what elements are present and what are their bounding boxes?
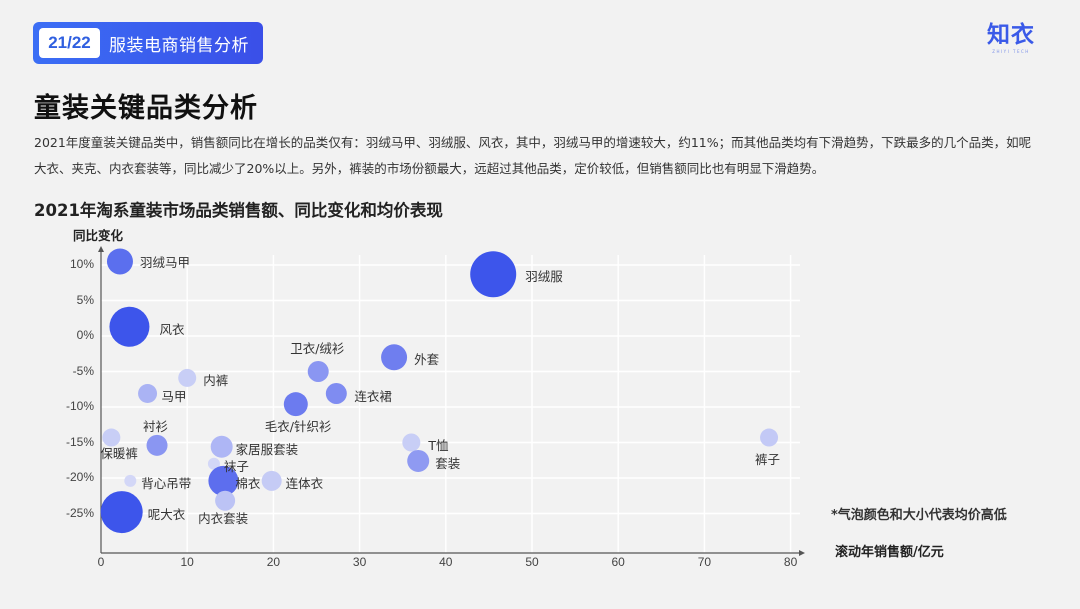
y-tick-label: 0%	[76, 328, 94, 342]
data-bubble	[261, 470, 282, 491]
data-bubble	[178, 368, 197, 387]
deck-title: 服装电商销售分析	[109, 35, 249, 56]
data-bubble	[124, 474, 137, 487]
x-tick-label: 20	[266, 555, 281, 569]
page-description: 2021年度童装关键品类中，销售额同比在增长的品类仅有：羽绒马甲、羽绒服、风衣，…	[34, 135, 1032, 176]
data-bubble	[307, 361, 329, 382]
data-bubble	[138, 384, 158, 404]
bubble-label: 连衣裙	[354, 388, 392, 404]
deck-badge: 21/22 服装电商销售分析	[33, 22, 263, 64]
bubble-label: 外套	[414, 352, 440, 368]
y-axis-label: 同比变化	[73, 228, 124, 243]
x-tick-label: 10	[180, 555, 194, 569]
data-bubble	[283, 392, 308, 417]
bubble-label: 袜子	[223, 458, 249, 474]
x-tick-label: 80	[783, 555, 798, 569]
data-bubble	[109, 306, 150, 347]
brand-logo: 知衣 ZHIYI TECH	[981, 22, 1041, 54]
bubble-label: 呢大衣	[147, 507, 186, 523]
bubble-label: 毛衣/针织衫	[264, 419, 332, 435]
page-indicator: 21/22	[39, 28, 100, 58]
y-tick-label: -5%	[72, 363, 94, 378]
data-bubble	[402, 433, 421, 452]
y-tick-label: -20%	[65, 470, 94, 484]
bubble-label: 卫衣/绒衫	[290, 340, 345, 356]
bubble-label: 裤子	[755, 451, 781, 467]
data-bubble	[215, 490, 236, 511]
data-bubble	[407, 449, 430, 472]
bubble-label: 风衣	[159, 321, 185, 337]
bubble-label: 衬衫	[143, 419, 169, 435]
page-title: 童装关键品类分析	[34, 93, 258, 124]
bubble-label: 家居服套装	[235, 441, 299, 457]
data-bubble	[102, 428, 121, 447]
bubble-label: 连体衣	[285, 475, 324, 491]
bubble-label: 保暖裤	[100, 445, 138, 461]
x-tick-label: 50	[525, 555, 539, 569]
data-bubble	[470, 251, 517, 298]
y-tick-label: -10%	[65, 399, 94, 413]
x-tick-label: 30	[352, 555, 367, 569]
x-tick-label: 40	[439, 555, 453, 569]
bubble-label: 羽绒马甲	[139, 255, 190, 271]
bubble-label: T恤	[428, 437, 449, 453]
data-bubble	[100, 491, 143, 534]
x-axis-label: 滚动年销售额/亿元	[835, 545, 944, 560]
data-bubble	[208, 465, 239, 496]
y-tick-label: 10%	[69, 257, 94, 271]
bubble-label: 羽绒服	[525, 269, 563, 285]
x-axis-arrow-icon	[799, 550, 805, 556]
y-tick-label: -15%	[65, 434, 94, 449]
data-bubble	[381, 344, 408, 371]
y-tick-label: -25%	[65, 505, 94, 520]
data-bubble	[207, 457, 220, 470]
data-bubble	[325, 383, 347, 405]
data-bubble	[210, 435, 233, 458]
data-bubble	[760, 428, 779, 447]
bubble-label: 套装	[435, 455, 461, 471]
bubble-label: 内裤	[203, 372, 229, 388]
y-tick-label: 5%	[76, 292, 94, 307]
y-axis-arrow-icon	[98, 246, 104, 252]
bubble-label: 棉衣	[235, 475, 261, 491]
bubble-label: 内衣套装	[198, 510, 249, 526]
chart-note: *气泡颜色和大小代表均价高低	[831, 508, 1007, 523]
chart-title: 2021年淘系童装市场品类销售额、同比变化和均价表现	[34, 201, 443, 220]
logo-subtext: ZHIYI TECH	[992, 49, 1030, 54]
x-tick-label: 0	[97, 555, 105, 569]
bubble-label: 马甲	[161, 388, 187, 404]
x-tick-label: 60	[611, 555, 625, 569]
x-tick-label: 70	[697, 555, 712, 569]
data-bubble	[106, 248, 133, 275]
bubble-label: 背心吊带	[141, 475, 192, 491]
data-bubble	[146, 434, 168, 456]
logo-mark: 知衣	[987, 22, 1035, 48]
